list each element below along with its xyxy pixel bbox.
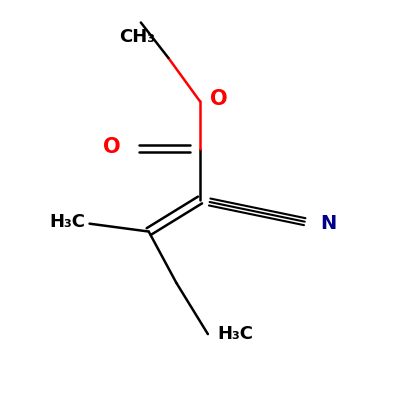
Text: CH₃: CH₃	[119, 28, 155, 46]
Text: O: O	[104, 137, 121, 157]
Text: H₃C: H₃C	[50, 213, 86, 231]
Text: N: N	[320, 214, 336, 233]
Text: O: O	[210, 90, 228, 110]
Text: H₃C: H₃C	[218, 325, 254, 343]
